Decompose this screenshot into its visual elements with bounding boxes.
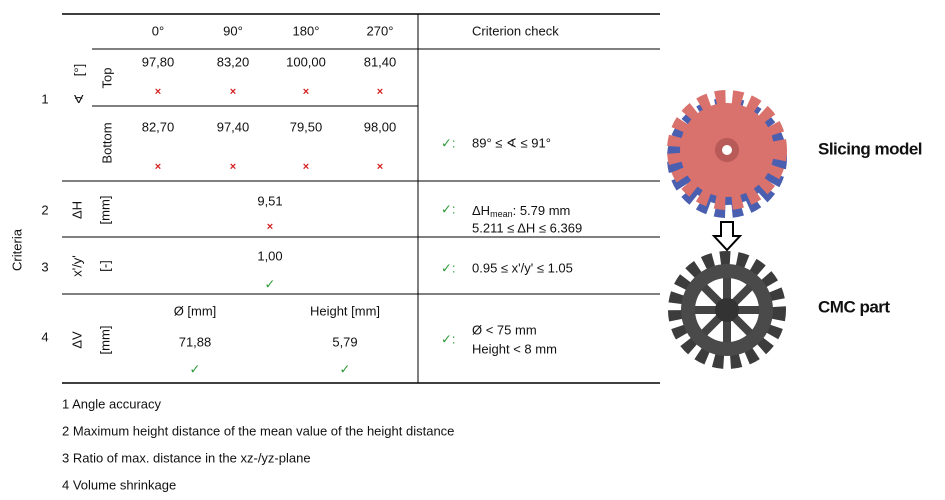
- cell-value: 83,20: [217, 54, 250, 69]
- header: 270°: [367, 23, 394, 38]
- cross-mark: ×: [230, 161, 236, 173]
- cell-value: 98,00: [364, 119, 397, 134]
- figure-label: CMC part: [818, 297, 890, 316]
- check-mark: ✓: [265, 276, 276, 291]
- status-check: ✓:: [441, 135, 456, 150]
- unit: [°]: [71, 64, 86, 76]
- header: 180°: [293, 23, 320, 38]
- criterion-part: : 5.79 mm: [513, 203, 571, 218]
- cmc-gear: [675, 258, 779, 362]
- unit: [mm]: [97, 196, 112, 225]
- cell-value: 82,70: [142, 119, 175, 134]
- cross-mark: ×: [303, 86, 309, 98]
- note: 2 Maximum height distance of the mean va…: [62, 423, 454, 438]
- cell-value: 1,00: [257, 248, 282, 263]
- column-label: Height [mm]: [310, 303, 380, 318]
- criterion-sub: mean: [490, 209, 513, 219]
- cross-mark: ×: [155, 161, 161, 173]
- cell-value: 71,88: [179, 334, 212, 349]
- row-number: 3: [41, 259, 48, 274]
- column-label: Ø [mm]: [174, 303, 217, 318]
- cell-value: 9,51: [257, 193, 282, 208]
- cross-mark: ×: [230, 86, 236, 98]
- cell-value: 97,40: [217, 119, 250, 134]
- note: 1 Angle accuracy: [62, 396, 162, 411]
- check-mark: ✓: [190, 361, 201, 376]
- cell-value: 5,79: [332, 334, 357, 349]
- row-number: 2: [41, 202, 48, 217]
- row-number: 1: [41, 91, 48, 106]
- status-check: ✓:: [441, 201, 456, 216]
- row-number: 4: [41, 329, 48, 344]
- note: 4 Volume shrinkage: [62, 477, 176, 492]
- status-check: ✓:: [441, 260, 456, 275]
- check-mark: ✓: [340, 361, 351, 376]
- header: 0°: [152, 23, 164, 38]
- cell-value: 81,40: [364, 54, 397, 69]
- symbol: ΔV: [69, 331, 84, 349]
- cross-mark: ×: [303, 161, 309, 173]
- cell-value: 100,00: [286, 54, 326, 69]
- arrow: [714, 222, 740, 250]
- header: 90°: [223, 23, 243, 38]
- subrow-label: Top: [99, 68, 114, 89]
- unit: [mm]: [97, 326, 112, 355]
- criterion: 5.211 ≤ ΔH ≤ 6.369: [472, 220, 582, 235]
- figure-label: Slicing model: [818, 139, 922, 158]
- status-check: ✓:: [441, 331, 456, 346]
- cross-mark: ×: [377, 161, 383, 173]
- symbol: ∢: [71, 94, 86, 105]
- unit: [-]: [97, 260, 112, 272]
- cross-mark: ×: [377, 86, 383, 98]
- subrow-label: Bottom: [99, 122, 114, 163]
- note: 3 Ratio of max. distance in the xz-/yz-p…: [62, 450, 311, 465]
- criterion: Ø < 75 mm: [472, 322, 537, 337]
- criterion: 89° ≤ ∢ ≤ 91°: [472, 135, 551, 150]
- cell-value: 79,50: [290, 119, 323, 134]
- criterion: ΔHmean: 5.79 mm: [472, 203, 570, 219]
- criterion: Height < 8 mm: [472, 341, 557, 356]
- cross-mark: ×: [267, 221, 273, 233]
- criterion: 0.95 ≤ x'/y' ≤ 1.05: [472, 260, 573, 275]
- figure: Criteria 0° 90° 180° 270° Criterion chec…: [0, 0, 945, 495]
- cell-value: 97,80: [142, 54, 175, 69]
- side-label: Criteria: [9, 228, 24, 271]
- slicing-gear: [674, 97, 780, 211]
- criterion-part: ΔH: [472, 203, 490, 218]
- symbol: ΔH: [69, 201, 84, 219]
- header: Criterion check: [472, 23, 559, 38]
- symbol: x'/y': [69, 255, 84, 277]
- cross-mark: ×: [155, 86, 161, 98]
